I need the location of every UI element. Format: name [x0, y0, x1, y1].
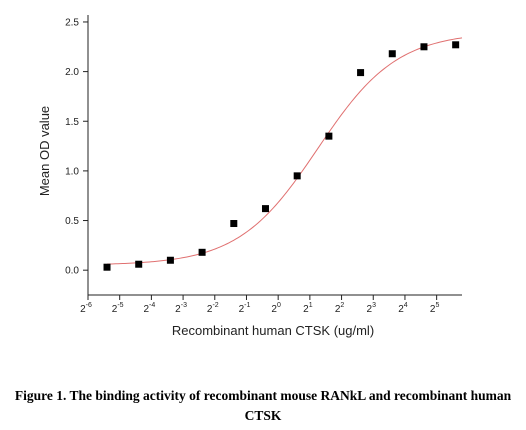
fit-curve — [107, 37, 463, 265]
data-points — [103, 41, 460, 271]
y-tick-label: 2.5 — [65, 17, 79, 28]
data-point — [103, 263, 111, 271]
y-tick-label: 0.0 — [65, 266, 79, 277]
figure-caption: Figure 1. The binding activity of recomb… — [14, 388, 512, 423]
x-tick-label: 21 — [303, 302, 313, 315]
x-tick-label: 24 — [398, 302, 408, 315]
data-point — [293, 172, 301, 180]
data-point — [198, 248, 206, 256]
x-tick-label: 23 — [367, 302, 377, 315]
x-axis-ticks: 2-6 2-5 2-4 2-3 2-2 2-1 20 21 22 23 24 25 — [80, 295, 439, 315]
data-point — [261, 205, 269, 213]
data-point — [325, 132, 333, 140]
y-tick-label: 2.0 — [65, 67, 79, 78]
y-axis-label: Mean OD value — [37, 106, 52, 196]
data-point — [388, 50, 396, 58]
axes — [87, 15, 462, 296]
data-point — [452, 41, 460, 49]
x-tick-label: 2-3 — [175, 302, 187, 315]
y-axis-ticks: 0.0 0.5 1.0 1.5 2.0 2.5 — [65, 17, 88, 277]
y-tick-label: 1.0 — [65, 166, 79, 177]
chart: 2-6 2-5 2-4 2-3 2-2 2-1 20 21 22 23 24 25 0.0 0.5 1.0… — [37, 15, 463, 338]
x-tick-label: 25 — [430, 302, 440, 315]
data-point — [357, 69, 365, 77]
x-tick-label: 22 — [335, 302, 345, 315]
y-tick-label: 1.5 — [65, 117, 79, 128]
x-axis-label: Recombinant human CTSK (ug/ml) — [172, 323, 374, 338]
data-point — [230, 220, 238, 228]
y-tick-label: 0.5 — [65, 216, 79, 227]
x-tick-label: 2-1 — [239, 302, 251, 315]
data-point — [420, 43, 428, 51]
x-tick-label: 2-5 — [112, 302, 124, 315]
x-tick-label: 2-6 — [80, 302, 92, 315]
x-tick-label: 2-2 — [207, 302, 219, 315]
data-point — [135, 260, 143, 268]
x-tick-label: 2-4 — [143, 302, 155, 315]
data-point — [166, 256, 174, 264]
x-tick-label: 20 — [271, 302, 281, 315]
